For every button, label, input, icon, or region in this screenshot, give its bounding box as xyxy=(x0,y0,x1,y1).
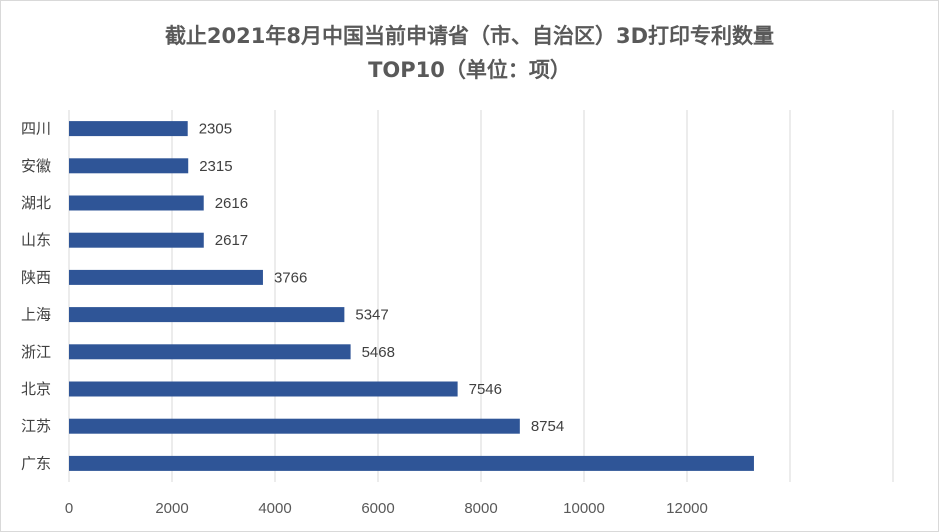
value-label: 5347 xyxy=(355,307,388,324)
category-label: 北京 xyxy=(21,380,51,398)
value-label: 7546 xyxy=(469,381,502,398)
value-label: 2305 xyxy=(199,121,232,138)
category-label: 上海 xyxy=(21,306,51,324)
bar xyxy=(69,158,189,174)
x-tick-label: 0 xyxy=(65,500,73,517)
value-label: 3766 xyxy=(274,269,307,286)
category-label: 陕西 xyxy=(21,268,51,286)
bar xyxy=(69,344,351,360)
bar xyxy=(69,455,754,471)
bars xyxy=(69,121,754,471)
bar xyxy=(69,381,458,397)
category-label: 江苏 xyxy=(21,417,51,435)
x-tick-label: 10000 xyxy=(563,500,605,517)
bar xyxy=(69,418,520,434)
chart-subtitle: TOP10（单位：项） xyxy=(368,58,571,82)
category-label: 浙江 xyxy=(21,343,51,361)
bar xyxy=(69,269,263,285)
x-tick-label: 2000 xyxy=(155,500,188,517)
value-label: 2315 xyxy=(199,158,232,175)
value-label: 8754 xyxy=(531,418,564,435)
value-label: 5468 xyxy=(362,344,395,361)
x-tick-label: 4000 xyxy=(258,500,291,517)
x-tick-label: 12000 xyxy=(666,500,708,517)
bar xyxy=(69,195,204,211)
category-label: 四川 xyxy=(21,120,51,138)
category-label: 安徽 xyxy=(21,157,51,175)
bar xyxy=(69,232,204,248)
value-labels: 2305 2315 2616 2617 3766 5347 5468 7546 8754 xyxy=(199,121,564,436)
bar xyxy=(69,121,188,137)
chart-title: 截止2021年8月中国当前申请省（市、自治区）3D打印专利数量 xyxy=(164,24,775,48)
category-label: 广东 xyxy=(21,454,51,472)
bar xyxy=(69,307,345,323)
category-label: 山东 xyxy=(21,231,51,249)
category-label: 湖北 xyxy=(21,194,51,212)
value-label: 2616 xyxy=(215,195,248,212)
x-axis-ticks: 0 2000 4000 6000 8000 10000 12000 xyxy=(65,500,708,517)
x-tick-label: 6000 xyxy=(361,500,394,517)
value-label: 2617 xyxy=(215,232,248,249)
x-tick-label: 8000 xyxy=(464,500,497,517)
